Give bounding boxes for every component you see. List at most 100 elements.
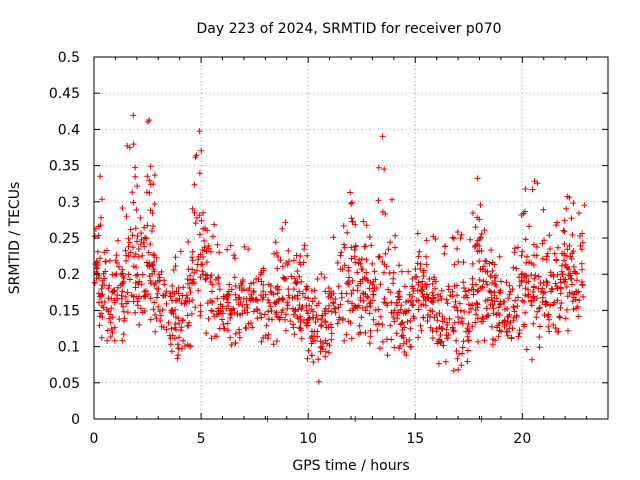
data-point-marker (317, 338, 324, 345)
data-point-marker (417, 322, 424, 329)
data-point-marker (132, 164, 139, 171)
data-point-marker (232, 340, 239, 347)
data-point-marker (489, 323, 495, 330)
data-point-marker (385, 246, 392, 253)
data-point-marker (215, 275, 222, 282)
data-point-marker (476, 216, 483, 223)
data-point-marker (536, 344, 543, 351)
data-point-marker (227, 310, 233, 317)
data-point-marker (145, 249, 152, 256)
data-point-marker (147, 163, 154, 170)
data-point-marker (135, 281, 142, 288)
data-point-marker (247, 297, 254, 304)
data-point-marker (130, 141, 137, 148)
data-point-marker (208, 307, 215, 314)
data-point-marker (180, 337, 187, 344)
data-point-marker (536, 304, 543, 311)
data-point-marker (444, 335, 451, 342)
data-point-marker (132, 225, 139, 232)
data-point-marker (348, 200, 354, 207)
data-point-marker (450, 367, 457, 374)
data-point-marker (147, 295, 154, 302)
data-point-marker (343, 290, 350, 297)
data-point-marker (515, 333, 522, 340)
data-point-marker (541, 237, 548, 244)
data-point-marker (559, 250, 566, 257)
data-point-marker (364, 293, 371, 300)
data-point-marker (355, 331, 362, 338)
data-point-marker (215, 305, 222, 312)
data-point-marker (370, 316, 377, 323)
data-point-marker (464, 347, 471, 354)
x-tick-label: 15 (406, 431, 424, 447)
data-point-marker (504, 328, 511, 335)
data-point-marker (170, 267, 177, 273)
data-point-marker (305, 316, 311, 323)
data-point-marker (175, 352, 182, 358)
data-point-marker (339, 266, 346, 273)
data-point-marker (315, 300, 322, 307)
data-point-marker (235, 295, 242, 301)
data-point-marker (498, 278, 504, 285)
data-point-marker (265, 297, 272, 303)
data-point-marker (363, 269, 370, 276)
data-point-marker (456, 351, 462, 357)
data-point-marker (211, 221, 218, 228)
data-point-marker (325, 324, 332, 330)
data-point-marker (125, 271, 132, 278)
data-point-marker (525, 286, 532, 293)
data-point-marker (120, 331, 127, 338)
data-point-marker (109, 289, 116, 296)
data-point-marker (157, 317, 164, 324)
data-point-marker (149, 210, 156, 217)
data-point-marker (243, 325, 250, 332)
data-point-marker (301, 246, 308, 253)
data-point-marker (488, 294, 495, 301)
data-point-marker (536, 334, 543, 340)
data-point-marker (163, 288, 170, 295)
data-point-marker (149, 261, 155, 268)
data-point-marker (129, 189, 136, 196)
data-point-marker (340, 222, 347, 229)
data-point-marker (97, 255, 104, 262)
data-point-marker (237, 312, 244, 318)
data-point-marker (123, 257, 129, 264)
data-point-marker (158, 268, 165, 275)
data-point-marker (524, 253, 530, 260)
data-point-marker (564, 246, 571, 253)
data-point-marker (479, 318, 486, 325)
data-point-marker (305, 295, 312, 302)
data-point-marker (553, 257, 560, 264)
data-point-marker (547, 302, 554, 309)
data-point-marker (505, 295, 512, 302)
data-point-marker (519, 277, 525, 284)
data-point-marker (407, 317, 414, 324)
data-point-marker (250, 279, 257, 286)
data-point-marker (446, 315, 453, 322)
data-point-marker (175, 290, 182, 297)
data-point-marker (308, 352, 315, 359)
data-point-marker (319, 312, 326, 319)
data-point-marker (512, 245, 518, 252)
data-point-marker (281, 276, 288, 283)
data-point-marker (415, 281, 422, 288)
data-point-marker (472, 319, 479, 326)
data-point-marker (411, 315, 418, 322)
data-point-marker (445, 283, 452, 290)
data-point-marker (334, 259, 341, 266)
data-point-marker (137, 305, 144, 312)
data-point-marker (432, 285, 438, 292)
data-point-marker (119, 288, 126, 295)
data-point-marker (272, 239, 279, 246)
data-point-marker (495, 304, 502, 311)
data-point-marker (563, 253, 570, 259)
data-point-marker (507, 288, 514, 295)
data-point-marker (295, 315, 302, 322)
y-tick-label: 0.3 (58, 195, 80, 211)
data-point-marker (511, 308, 518, 315)
data-point-marker (384, 302, 391, 309)
data-point-marker (294, 292, 301, 299)
data-point-marker (116, 316, 123, 323)
data-point-marker (454, 245, 461, 252)
data-point-marker (327, 294, 334, 301)
